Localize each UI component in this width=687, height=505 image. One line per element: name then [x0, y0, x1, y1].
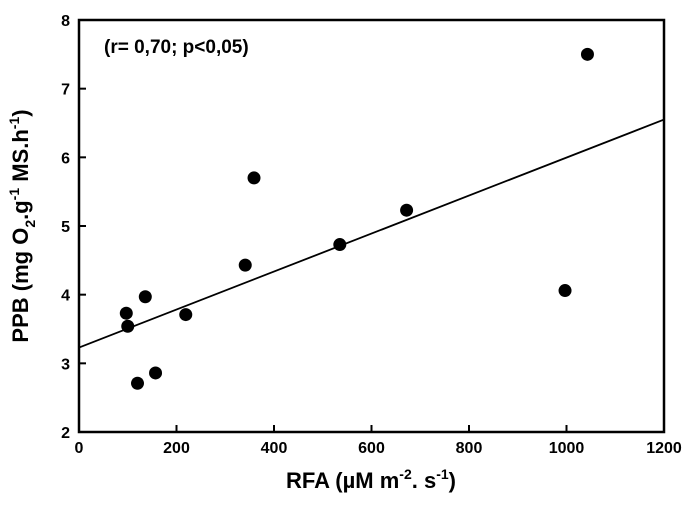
- data-points: [119, 47, 594, 390]
- data-point: [238, 258, 252, 272]
- y-tick-label: 6: [61, 150, 70, 167]
- plot-frame: [77, 18, 666, 434]
- data-point: [580, 47, 594, 61]
- y-tick-label: 3: [61, 356, 70, 373]
- data-point: [149, 366, 163, 380]
- x-tick-label: 0: [75, 440, 84, 457]
- data-point: [131, 376, 144, 390]
- axis-tick-labels: 0 200 400 600 800 1000 1200 2 3 4 5 6 7 8: [61, 13, 682, 457]
- y-tick-label: 7: [61, 82, 70, 99]
- x-tick-label: 1000: [549, 440, 585, 457]
- x-tick-label: 800: [456, 440, 483, 457]
- axis-ticks: [78, 19, 665, 433]
- x-axis-title: RFA (µM m-2. s-1): [286, 466, 456, 493]
- x-tick-label: 400: [261, 440, 288, 457]
- y-axis-title: PPB (mg O2.g-1 MS.h-1): [6, 109, 38, 342]
- data-point: [400, 203, 414, 217]
- x-tick-label: 200: [163, 440, 190, 457]
- y-tick-label: 4: [61, 288, 70, 305]
- y-tick-label: 2: [61, 425, 70, 442]
- x-tick-label: 600: [358, 440, 385, 457]
- data-point: [558, 284, 572, 298]
- y-tick-label: 5: [61, 219, 70, 236]
- y-tick-label: 8: [61, 13, 70, 30]
- data-point: [121, 319, 135, 333]
- x-tick-label: 1200: [646, 440, 682, 457]
- regression-line: [78, 118, 665, 349]
- data-point: [138, 290, 152, 304]
- correlation-annotation: (r= 0,70; p<0,05): [104, 37, 249, 58]
- data-point: [179, 308, 193, 322]
- data-point: [247, 171, 261, 185]
- data-point: [333, 238, 347, 252]
- data-point: [119, 306, 133, 320]
